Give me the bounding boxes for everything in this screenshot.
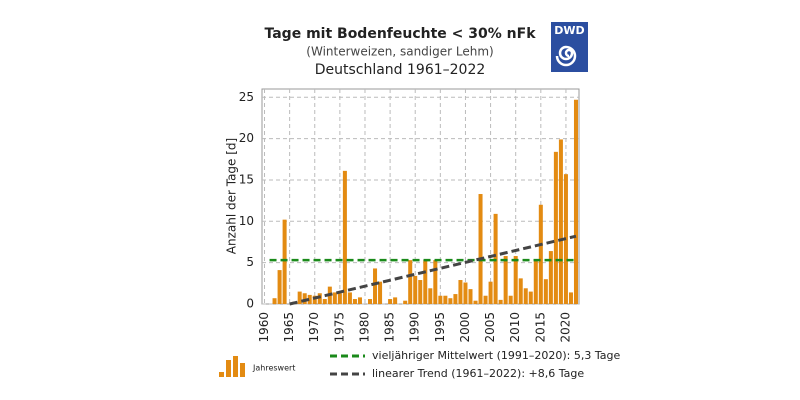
x-tick-label: 1985 [383, 312, 397, 343]
bar [337, 293, 342, 304]
bar [307, 294, 312, 304]
bar [332, 292, 337, 304]
bar [573, 99, 578, 304]
x-tick-label: 1960 [257, 312, 271, 343]
bar [528, 291, 533, 304]
y-tick-label: 25 [239, 90, 254, 104]
bar [468, 289, 473, 304]
bar [473, 300, 478, 304]
bar [322, 299, 327, 304]
bar [312, 295, 317, 304]
bar [458, 280, 463, 304]
x-tick-label: 2015 [533, 312, 547, 343]
x-tick-label: 2020 [558, 312, 572, 343]
bar [558, 139, 563, 304]
x-tick-label: 1980 [357, 312, 371, 343]
bar [272, 298, 277, 304]
bar [413, 275, 418, 304]
x-tick-label: 1995 [433, 312, 447, 343]
x-tick-label: 1990 [408, 312, 422, 343]
y-tick-label: 5 [246, 255, 254, 269]
bar [352, 299, 357, 304]
bar [553, 151, 558, 304]
x-tick-label: 2000 [458, 312, 472, 343]
x-tick-label: 2005 [483, 312, 497, 343]
bar [388, 299, 393, 304]
bar [443, 295, 448, 304]
bar [498, 299, 503, 304]
bar [317, 293, 322, 304]
bar [463, 282, 468, 304]
bar [438, 295, 443, 304]
y-tick-label: 15 [239, 172, 254, 186]
bar [533, 260, 538, 304]
logo-text: DWD [554, 24, 584, 37]
logo-swirl [555, 45, 577, 67]
bar [518, 278, 523, 304]
bar [282, 219, 287, 304]
bar [433, 260, 438, 304]
legend-icon [226, 360, 231, 377]
bar [508, 295, 513, 304]
logo: DWD [551, 22, 588, 72]
bar [568, 292, 573, 304]
bar [448, 298, 453, 304]
y-axis-label: Anzahl der Tage [d] [225, 138, 239, 254]
x-tick-label: 2010 [508, 312, 522, 343]
legend-icon [240, 363, 245, 377]
legend-icon [219, 372, 224, 377]
legend-label: vieljähriger Mittelwert (1991–2020): 5,3… [372, 349, 620, 362]
bar [523, 288, 528, 304]
bar [478, 194, 483, 304]
bar [378, 281, 383, 304]
bar [483, 295, 488, 304]
bar [543, 279, 548, 304]
x-tick-label: 1965 [282, 312, 296, 343]
bar [503, 256, 508, 304]
bar [488, 281, 493, 304]
chart-region: Deutschland 1961–2022 [315, 62, 486, 78]
bar [513, 256, 518, 304]
bar [373, 268, 378, 304]
legend-label: Jahreswert [252, 364, 295, 373]
bar [347, 292, 352, 304]
y-tick-label: 10 [239, 214, 254, 228]
bar [302, 293, 307, 304]
chart-subtitle: (Winterweizen, sandiger Lehm) [306, 45, 493, 59]
bar [277, 270, 282, 304]
legend: Jahreswert vieljähriger Mittelwert (1991… [219, 349, 620, 380]
bar [297, 291, 302, 304]
legend-label: linearer Trend (1961–2022): +8,6 Tage [372, 367, 584, 380]
bar [408, 260, 413, 304]
chart-title: Tage mit Bodenfeuchte < 30% nFk [264, 26, 536, 42]
bar [538, 204, 543, 304]
bar [357, 297, 362, 304]
bar [548, 251, 553, 304]
bar [423, 260, 428, 304]
bar [453, 294, 458, 304]
bar [342, 170, 347, 304]
x-tick-label: 1970 [307, 312, 321, 343]
bar [418, 280, 423, 304]
bar [403, 300, 408, 304]
bar [393, 297, 398, 304]
y-tick-label: 20 [239, 131, 254, 145]
y-tick-label: 0 [246, 297, 254, 311]
bar [368, 299, 373, 304]
legend-icon [233, 356, 238, 377]
x-tick-label: 1975 [332, 312, 346, 343]
bar [428, 288, 433, 304]
trend-line [289, 234, 577, 306]
